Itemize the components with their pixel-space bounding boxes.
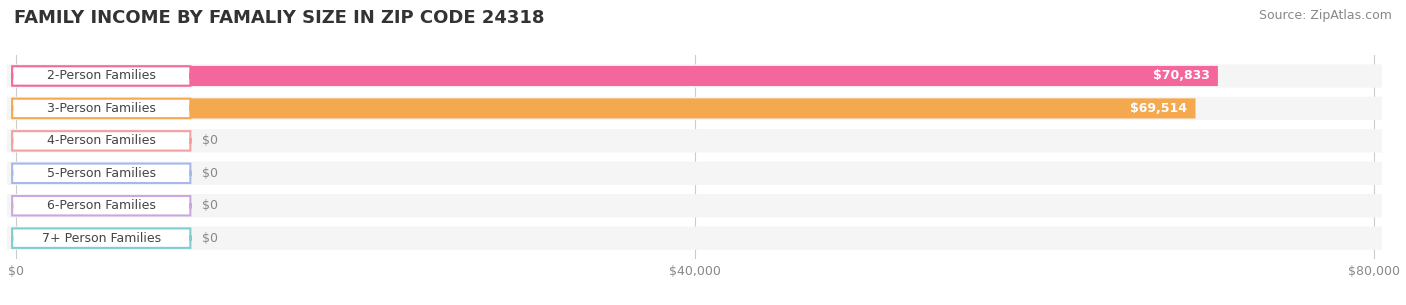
FancyBboxPatch shape <box>7 129 1382 152</box>
Text: $70,833: $70,833 <box>1153 70 1209 82</box>
FancyBboxPatch shape <box>7 227 1382 250</box>
FancyBboxPatch shape <box>15 66 1218 86</box>
Text: 6-Person Families: 6-Person Families <box>46 199 156 212</box>
FancyBboxPatch shape <box>13 163 190 183</box>
Text: Source: ZipAtlas.com: Source: ZipAtlas.com <box>1258 9 1392 22</box>
Text: $69,514: $69,514 <box>1130 102 1187 115</box>
Text: 3-Person Families: 3-Person Families <box>46 102 156 115</box>
Text: 7+ Person Families: 7+ Person Families <box>42 232 160 245</box>
Text: 4-Person Families: 4-Person Families <box>46 135 156 147</box>
FancyBboxPatch shape <box>7 64 1382 88</box>
Text: 2-Person Families: 2-Person Families <box>46 70 156 82</box>
FancyBboxPatch shape <box>13 66 190 86</box>
FancyBboxPatch shape <box>15 99 1195 118</box>
FancyBboxPatch shape <box>7 194 1382 217</box>
FancyBboxPatch shape <box>13 99 190 118</box>
FancyBboxPatch shape <box>13 131 190 151</box>
Text: 5-Person Families: 5-Person Families <box>46 167 156 180</box>
Text: FAMILY INCOME BY FAMALIY SIZE IN ZIP CODE 24318: FAMILY INCOME BY FAMALIY SIZE IN ZIP COD… <box>14 9 544 27</box>
FancyBboxPatch shape <box>13 228 190 248</box>
FancyBboxPatch shape <box>7 162 1382 185</box>
Text: $0: $0 <box>202 199 218 212</box>
Text: $0: $0 <box>202 135 218 147</box>
Text: $0: $0 <box>202 232 218 245</box>
FancyBboxPatch shape <box>7 97 1382 120</box>
Text: $0: $0 <box>202 167 218 180</box>
FancyBboxPatch shape <box>13 196 190 215</box>
